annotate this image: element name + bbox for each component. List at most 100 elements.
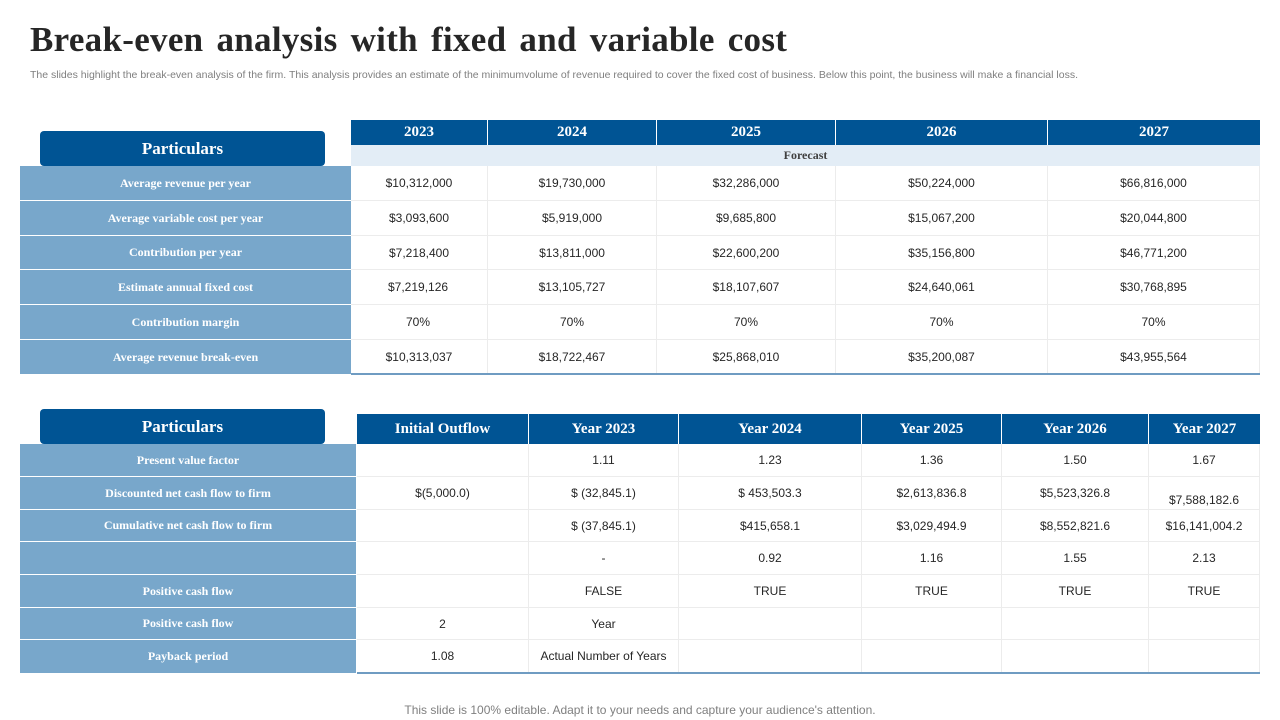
- table2-cell: $415,658.1: [679, 510, 862, 542]
- table2-cell: 0.92: [679, 542, 862, 575]
- table2-grid: Initial Outflow Year 2023 Year 2024 Year…: [357, 414, 1260, 444]
- table2-row-label: Discounted net cash flow to firm: [20, 477, 356, 510]
- table2-cell: TRUE: [1149, 575, 1260, 608]
- table1-cell: $43,955,564: [1048, 340, 1260, 374]
- table2-cell: 2.13: [1149, 542, 1260, 575]
- table1-label-column: Average revenue per year Average variabl…: [20, 166, 351, 374]
- table2-cell: [357, 444, 529, 477]
- table2-cell: $ (37,845.1): [529, 510, 679, 542]
- table1-cell: $7,218,400: [351, 236, 488, 270]
- table2-cell: [1002, 608, 1149, 640]
- table1-cell: $19,730,000: [488, 166, 657, 201]
- table1-cell: $22,600,200: [657, 236, 836, 270]
- table2-cell: -: [529, 542, 679, 575]
- table2-cell: $2,613,836.8: [862, 477, 1002, 510]
- table1-year-header: 2024: [488, 120, 657, 145]
- table1-cell: $9,685,800: [657, 201, 836, 236]
- table2-cell: [357, 542, 529, 575]
- table1-cell: $30,768,895: [1048, 270, 1260, 305]
- table2-cell: [357, 510, 529, 542]
- table2-cell: TRUE: [862, 575, 1002, 608]
- table1-cell: $7,219,126: [351, 270, 488, 305]
- table2-cell: 1.08: [357, 640, 529, 673]
- table2-cell: 1.11: [529, 444, 679, 477]
- table1-cell: $13,105,727: [488, 270, 657, 305]
- table2-row-label: [20, 542, 356, 575]
- table2-column-header: Year 2026: [1002, 414, 1149, 444]
- table1-cell: $50,224,000: [836, 166, 1048, 201]
- table2-cell: 1.67: [1149, 444, 1260, 477]
- table1-cell: 70%: [488, 305, 657, 340]
- table1-row-label: Contribution margin: [20, 305, 351, 340]
- table1-year-header: 2025: [657, 120, 836, 145]
- table2-cell: [1149, 640, 1260, 673]
- table1-row-label: Average revenue per year: [20, 166, 351, 201]
- table1-year-header: 2027: [1048, 120, 1260, 145]
- table2-label-column: Present value factor Discounted net cash…: [20, 444, 356, 673]
- table1-cell: $3,093,600: [351, 201, 488, 236]
- table1-row-label: Average revenue break-even: [112, 349, 259, 364]
- table1-cell: 70%: [657, 305, 836, 340]
- table2-cell: TRUE: [1002, 575, 1149, 608]
- table2-cell: [679, 640, 862, 673]
- table1-row-label: Contribution per year: [20, 236, 351, 270]
- table2-cell: $5,523,326.8: [1002, 477, 1149, 510]
- table2-cell: [862, 608, 1002, 640]
- table2-cell: $7,588,182.6: [1149, 477, 1260, 510]
- table1-row-label: Estimate annual fixed cost: [20, 270, 351, 305]
- table1-cell: 70%: [351, 305, 488, 340]
- table1-cell: $32,286,000: [657, 166, 836, 201]
- table1-bottom-line: [351, 373, 1260, 375]
- table2-cell: TRUE: [679, 575, 862, 608]
- page-subtitle: The slides highlight the break-even anal…: [30, 69, 1078, 81]
- footer-note: This slide is 100% editable. Adapt it to…: [404, 703, 876, 717]
- table2-cell: 1.16: [862, 542, 1002, 575]
- table2-cell: 1.50: [1002, 444, 1149, 477]
- table2-column-header: Year 2024: [679, 414, 862, 444]
- table2-cell: [1002, 640, 1149, 673]
- table2-cell: [1149, 608, 1260, 640]
- table2-cell: 1.36: [862, 444, 1002, 477]
- table1-cell: 70%: [836, 305, 1048, 340]
- table2-cell: [862, 640, 1002, 673]
- table2-particulars-header: Particulars: [40, 409, 325, 444]
- table1-cell: $35,200,087: [836, 340, 1048, 374]
- table2-cell: $8,552,821.6: [1002, 510, 1149, 542]
- table2-cell: 1.55: [1002, 542, 1149, 575]
- table2-cell: $ (32,845.1): [529, 477, 679, 510]
- table2-row-label: Positive cash flow: [20, 608, 356, 640]
- table2-cell: [679, 608, 862, 640]
- table2-cell: 2: [357, 608, 529, 640]
- table1-year-header: 2026: [836, 120, 1048, 145]
- table1-cell: $10,313,037: [351, 340, 488, 374]
- table2-row-label: Payback period: [147, 649, 229, 663]
- table1-cell: $5,919,000: [488, 201, 657, 236]
- table2-cell: $(5,000.0): [357, 477, 529, 510]
- table2-row-label: Present value factor: [20, 444, 356, 477]
- table1-cell: $15,067,200: [836, 201, 1048, 236]
- table1-cell: $18,722,467: [488, 340, 657, 374]
- table2-cell: $16,141,004.2: [1149, 510, 1260, 542]
- table1-cell: $46,771,200: [1048, 236, 1260, 270]
- table2-bottom-line: [357, 672, 1260, 674]
- table2-cell: Year: [529, 608, 679, 640]
- table1-cell: 70%: [1048, 305, 1260, 340]
- page-title: Break-even analysis with fixed and varia…: [30, 20, 788, 59]
- table1-cell: $66,816,000: [1048, 166, 1260, 201]
- table2-cell: Actual Number of Years: [529, 640, 679, 673]
- table1-cell: $20,044,800: [1048, 201, 1260, 236]
- table2-column-header: Year 2027: [1149, 414, 1260, 444]
- table1-cell: $25,868,010: [657, 340, 836, 374]
- table1-cell: $24,640,061: [836, 270, 1048, 305]
- table1-row-label: Average variable cost per year: [20, 201, 351, 236]
- table1-cell: $18,107,607: [657, 270, 836, 305]
- table2-row-label: Cumulative net cash flow to firm: [20, 510, 356, 542]
- table1-particulars-header: Particulars: [40, 131, 325, 166]
- table2-cell: $3,029,494.9: [862, 510, 1002, 542]
- table2-column-header: Year 2025: [862, 414, 1002, 444]
- table1-cell: $10,312,000: [351, 166, 488, 201]
- table1-cell: $13,811,000: [488, 236, 657, 270]
- table2-cell: 1.23: [679, 444, 862, 477]
- table1-cell: $35,156,800: [836, 236, 1048, 270]
- table2-row-label: Positive cash flow: [20, 575, 356, 608]
